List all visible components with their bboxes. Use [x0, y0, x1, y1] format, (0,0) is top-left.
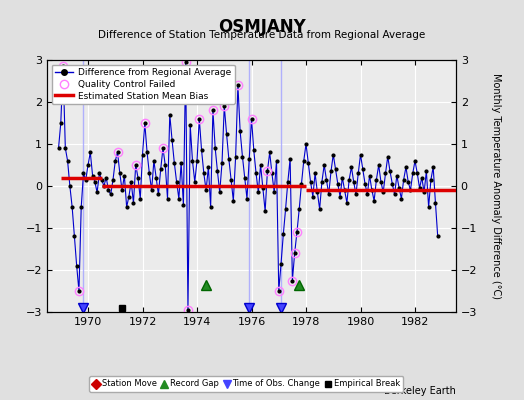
- Text: Difference of Station Temperature Data from Regional Average: Difference of Station Temperature Data f…: [99, 30, 425, 40]
- Text: Berkeley Earth: Berkeley Earth: [384, 386, 456, 396]
- Y-axis label: Monthly Temperature Anomaly Difference (°C): Monthly Temperature Anomaly Difference (…: [491, 73, 501, 299]
- Legend: Station Move, Record Gap, Time of Obs. Change, Empirical Break: Station Move, Record Gap, Time of Obs. C…: [90, 376, 403, 392]
- Text: OSMJANY: OSMJANY: [218, 18, 306, 36]
- Legend: Difference from Regional Average, Quality Control Failed, Estimated Station Mean: Difference from Regional Average, Qualit…: [52, 64, 235, 104]
